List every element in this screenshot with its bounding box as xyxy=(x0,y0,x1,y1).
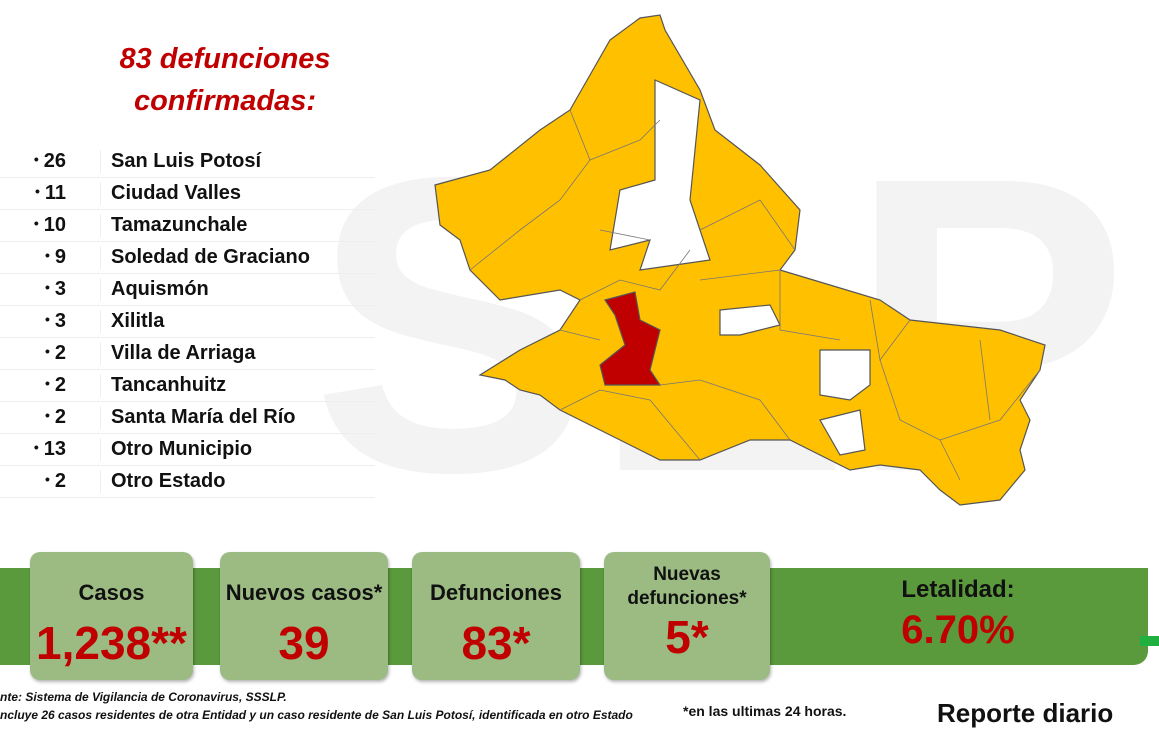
municipality: Tamazunchale xyxy=(111,214,248,236)
stat-value: 5* xyxy=(665,611,709,663)
state-map xyxy=(434,14,1046,506)
region-white xyxy=(609,79,711,271)
list-row: 3 Xilitla xyxy=(0,306,375,338)
municipality: Aquismón xyxy=(111,278,209,300)
death-count: 26 xyxy=(0,150,101,173)
death-count: 2 xyxy=(0,406,101,429)
stat-box: Letalidad: 6.70% xyxy=(772,568,1144,665)
municipality: Santa María del Río xyxy=(111,406,296,428)
death-count: 2 xyxy=(0,470,101,493)
death-list: 26 San Luis Potosí 11 Ciudad Valles 10 Tamazu… xyxy=(0,146,375,498)
stat-label: Nuevos casos* xyxy=(225,580,383,605)
report-label: Reporte diario xyxy=(937,698,1114,728)
list-row: 2 Otro Estado xyxy=(0,466,375,498)
municipality: Xilitla xyxy=(111,310,165,332)
stat-box: Nuevos casos* 39 xyxy=(220,552,388,680)
death-count: 11 xyxy=(0,182,101,205)
list-row: 2 Tancanhuitz xyxy=(0,370,375,402)
death-count: 10 xyxy=(0,214,101,237)
region-white xyxy=(819,349,871,401)
stat-value: 6.70% xyxy=(901,608,1015,652)
stat-value: 1,238** xyxy=(36,617,187,669)
source: nte: Sistema de Vigilancia de Coronaviru… xyxy=(0,690,287,704)
region-white xyxy=(719,304,781,336)
municipality: Tancanhuitz xyxy=(111,374,227,396)
list-row: 2 Villa de Arriaga xyxy=(0,338,375,370)
stat-label: Letalidad: xyxy=(901,576,1015,603)
list-row: 11 Ciudad Valles xyxy=(0,178,375,210)
list-row: 2 Santa María del Río xyxy=(0,402,375,434)
stat-box: Nuevas defunciones* 5* xyxy=(604,552,770,680)
stat-box: Defunciones 83* xyxy=(412,552,580,680)
stat-label: Casos xyxy=(78,580,145,605)
death-count: 9 xyxy=(0,246,101,269)
death-count: 2 xyxy=(0,342,101,365)
title: 83 defunciones confirmadas: xyxy=(119,43,331,117)
municipal-borders xyxy=(469,109,1041,481)
municipality: Villa de Arriaga xyxy=(111,342,256,364)
stat-label: Defunciones xyxy=(429,580,563,605)
region-white xyxy=(819,409,866,456)
stat-label: Nuevas defunciones* xyxy=(627,564,747,609)
note: ncluye 26 casos residentes de otra Entid… xyxy=(0,708,633,722)
municipality: Soledad de Graciano xyxy=(111,246,310,268)
list-row: 10 Tamazunchale xyxy=(0,210,375,242)
municipality: San Luis Potosí xyxy=(111,150,262,172)
stat-value: 39 xyxy=(278,617,330,669)
list-row: 26 San Luis Potosí xyxy=(0,146,375,178)
state-outline xyxy=(434,14,1046,506)
band-accent xyxy=(1140,636,1159,646)
municipality: Otro Municipio xyxy=(111,438,253,460)
death-count: 13 xyxy=(0,438,101,461)
list-row: 3 Aquismón xyxy=(0,274,375,306)
list-row: 9 Soledad de Graciano xyxy=(0,242,375,274)
list-row: 13 Otro Municipio xyxy=(0,434,375,466)
death-count: 2 xyxy=(0,374,101,397)
stat-box: Casos 1,238** xyxy=(30,552,193,680)
hours-note: *en las ultimas 24 horas. xyxy=(683,703,847,719)
death-count: 3 xyxy=(0,278,101,301)
municipality: Otro Estado xyxy=(111,470,226,492)
death-count: 3 xyxy=(0,310,101,333)
stat-value: 83* xyxy=(461,617,531,669)
municipality: Ciudad Valles xyxy=(111,182,242,204)
